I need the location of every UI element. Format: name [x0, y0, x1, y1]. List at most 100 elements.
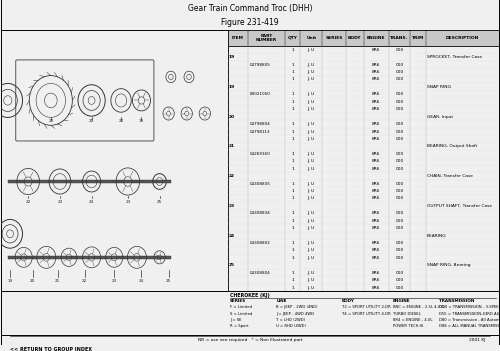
Text: ITEM: ITEM	[232, 36, 244, 40]
Text: TRANSMISSION: TRANSMISSION	[440, 299, 474, 303]
Text: 04798804: 04798804	[250, 122, 270, 126]
Text: 1: 1	[292, 78, 294, 81]
Text: 8R6: 8R6	[372, 278, 380, 282]
Text: 1: 1	[292, 256, 294, 260]
FancyArrow shape	[8, 256, 171, 259]
Text: 8R6: 8R6	[372, 100, 380, 104]
Text: S = Limited: S = Limited	[230, 312, 252, 316]
Text: J, U: J, U	[308, 70, 315, 74]
Text: J, U: J, U	[308, 130, 315, 133]
Text: J, U: J, U	[308, 241, 315, 245]
Text: 1: 1	[292, 286, 294, 290]
Text: ENGINE: ENGINE	[367, 36, 386, 40]
Text: J = JEEP - 4WD 4WD: J = JEEP - 4WD 4WD	[276, 312, 314, 316]
Bar	[228, 30, 499, 46]
Text: CHEROKEE (KJ): CHEROKEE (KJ)	[230, 293, 270, 298]
Text: TRANS.: TRANS.	[390, 36, 408, 40]
Text: 8R6: 8R6	[372, 241, 380, 245]
Text: J, U: J, U	[308, 271, 315, 275]
Text: 000: 000	[396, 130, 404, 133]
Text: 1: 1	[292, 271, 294, 275]
Text: 8R6: 8R6	[372, 62, 380, 67]
Text: 23: 23	[112, 279, 117, 283]
Text: SERIES: SERIES	[326, 36, 343, 40]
Text: BODY: BODY	[342, 299, 354, 303]
Text: T = LHD (2WD): T = LHD (2WD)	[276, 318, 306, 322]
Text: 000: 000	[396, 152, 404, 156]
Text: J, U: J, U	[308, 152, 315, 156]
Text: GEAR, Input: GEAR, Input	[426, 115, 453, 119]
Text: 000: 000	[396, 241, 404, 245]
Text: J, U: J, U	[308, 189, 315, 193]
Text: J, U: J, U	[308, 197, 315, 200]
Text: 1: 1	[292, 241, 294, 245]
Text: J, U: J, U	[308, 78, 315, 81]
Text: SERIES: SERIES	[230, 299, 246, 303]
Text: 000: 000	[396, 219, 404, 223]
Text: Unit: Unit	[306, 36, 316, 40]
Text: 22: 22	[118, 119, 124, 123]
Text: TURBO DIESEL: TURBO DIESEL	[393, 312, 421, 316]
Text: QTY: QTY	[288, 36, 298, 40]
Text: SPROCKET, Transfer Case: SPROCKET, Transfer Case	[426, 55, 482, 59]
Text: 000: 000	[396, 256, 404, 260]
Text: 1: 1	[292, 92, 294, 97]
Text: 1: 1	[292, 130, 294, 133]
Text: Gear Train Command Troc (DHH): Gear Train Command Troc (DHH)	[188, 4, 312, 13]
Text: 19: 19	[139, 119, 144, 123]
Text: BEARING, Output Shaft: BEARING, Output Shaft	[426, 144, 477, 148]
Text: J, U: J, U	[308, 286, 315, 290]
Text: 20: 20	[228, 115, 234, 119]
Text: 21: 21	[55, 279, 60, 283]
Text: 22: 22	[26, 200, 31, 204]
Text: 1: 1	[292, 249, 294, 252]
Text: 000: 000	[396, 278, 404, 282]
Text: SNAP RING, Bearing: SNAP RING, Bearing	[426, 263, 470, 267]
Text: OUTPUT SHAFT, Transfer Case: OUTPUT SHAFT, Transfer Case	[426, 204, 492, 208]
Text: 000: 000	[396, 137, 404, 141]
Text: 04308834: 04308834	[250, 211, 270, 215]
Text: 1: 1	[292, 189, 294, 193]
Text: 8R6: 8R6	[372, 78, 380, 81]
Text: 8R6: 8R6	[372, 226, 380, 230]
Text: 8R6: 8R6	[372, 286, 380, 290]
Text: 23: 23	[228, 204, 234, 208]
Text: 04308804: 04308804	[250, 271, 270, 275]
Text: 24: 24	[228, 233, 234, 238]
Text: D55 = TRANSMISSION-43RD AUTOGLIDE DAMPER: D55 = TRANSMISSION-43RD AUTOGLIDE DAMPER	[440, 312, 500, 316]
Text: 1: 1	[292, 62, 294, 67]
Text: 23: 23	[58, 200, 62, 204]
Text: T4 = SPORT UTILITY 4-DR: T4 = SPORT UTILITY 4-DR	[342, 312, 390, 316]
Text: 1: 1	[292, 48, 294, 52]
Text: SNAP RING: SNAP RING	[426, 85, 450, 89]
Text: J, U: J, U	[308, 159, 315, 163]
Text: 04308802: 04308802	[250, 241, 270, 245]
Text: 000: 000	[396, 197, 404, 200]
Text: 25: 25	[166, 279, 171, 283]
Text: 20: 20	[48, 119, 54, 123]
Text: 24: 24	[89, 200, 94, 204]
Text: 20: 20	[30, 279, 36, 283]
Text: 8R6: 8R6	[372, 256, 380, 260]
Text: 1: 1	[292, 226, 294, 230]
Text: BEARING: BEARING	[426, 233, 446, 238]
Text: J, U: J, U	[308, 107, 315, 111]
Text: 8R6: 8R6	[372, 48, 380, 52]
Text: U = RHD (4WD): U = RHD (4WD)	[276, 324, 306, 328]
Text: LINE: LINE	[276, 299, 287, 303]
Text: 25: 25	[228, 263, 234, 267]
Text: 1: 1	[292, 181, 294, 186]
Text: J, U: J, U	[308, 226, 315, 230]
Text: 1: 1	[292, 122, 294, 126]
Text: F = Limited: F = Limited	[230, 305, 252, 309]
Text: J, U: J, U	[308, 122, 315, 126]
FancyArrow shape	[8, 180, 171, 183]
Text: 000: 000	[396, 249, 404, 252]
Text: CHAIN, Transfer Case: CHAIN, Transfer Case	[426, 174, 472, 178]
Text: D88 = ALL MANUAL TRANSMISSIONS: D88 = ALL MANUAL TRANSMISSIONS	[440, 324, 500, 328]
Text: J, U: J, U	[308, 100, 315, 104]
Text: 1: 1	[292, 100, 294, 104]
Text: 000: 000	[396, 100, 404, 104]
Text: 8R6: 8R6	[372, 122, 380, 126]
Text: R = Sport: R = Sport	[230, 324, 248, 328]
